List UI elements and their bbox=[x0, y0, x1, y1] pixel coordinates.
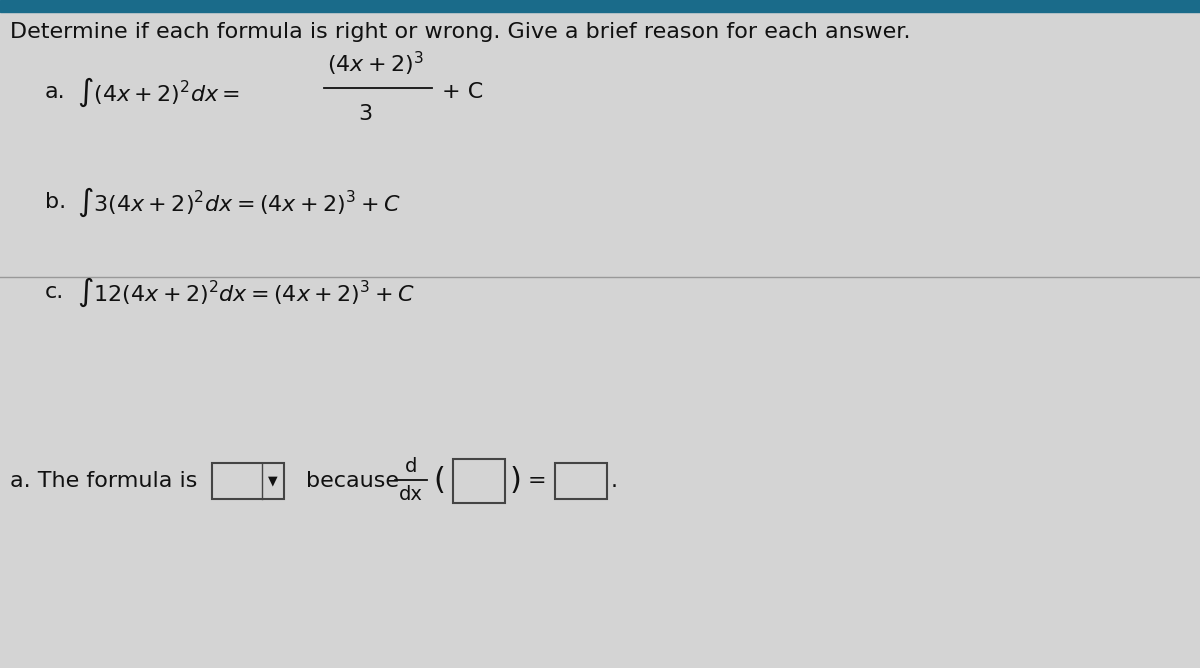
Text: ▼: ▼ bbox=[268, 474, 278, 488]
Text: + C: + C bbox=[442, 82, 484, 102]
Text: d: d bbox=[404, 458, 418, 476]
Bar bbox=[212, 463, 284, 499]
Text: because: because bbox=[306, 471, 398, 491]
Text: dx: dx bbox=[400, 486, 422, 504]
Bar bbox=[454, 459, 505, 503]
Text: (: ( bbox=[433, 466, 445, 496]
Text: b.: b. bbox=[46, 192, 66, 212]
Text: a. The formula is: a. The formula is bbox=[10, 471, 197, 491]
Text: ): ) bbox=[509, 466, 521, 496]
Text: 3: 3 bbox=[358, 104, 372, 124]
Text: $\int 3(4x+2)^2dx = (4x+2)^3 + C$: $\int 3(4x+2)^2dx = (4x+2)^3 + C$ bbox=[77, 185, 401, 218]
Text: $\int(4x+2)^2dx =$: $\int(4x+2)^2dx =$ bbox=[77, 75, 240, 109]
Text: =: = bbox=[528, 471, 546, 491]
Text: a.: a. bbox=[46, 82, 66, 102]
Text: $\int 12(4x+2)^2dx = (4x+2)^3 + C$: $\int 12(4x+2)^2dx = (4x+2)^3 + C$ bbox=[77, 275, 415, 309]
Text: Determine if each formula is right or wrong. Give a brief reason for each answer: Determine if each formula is right or wr… bbox=[10, 22, 911, 42]
Text: .: . bbox=[611, 471, 618, 491]
Text: $(4x+2)^3$: $(4x+2)^3$ bbox=[326, 50, 424, 78]
Bar bbox=[554, 463, 607, 499]
Text: c.: c. bbox=[46, 282, 65, 302]
Bar bbox=[0, 0, 1200, 12]
